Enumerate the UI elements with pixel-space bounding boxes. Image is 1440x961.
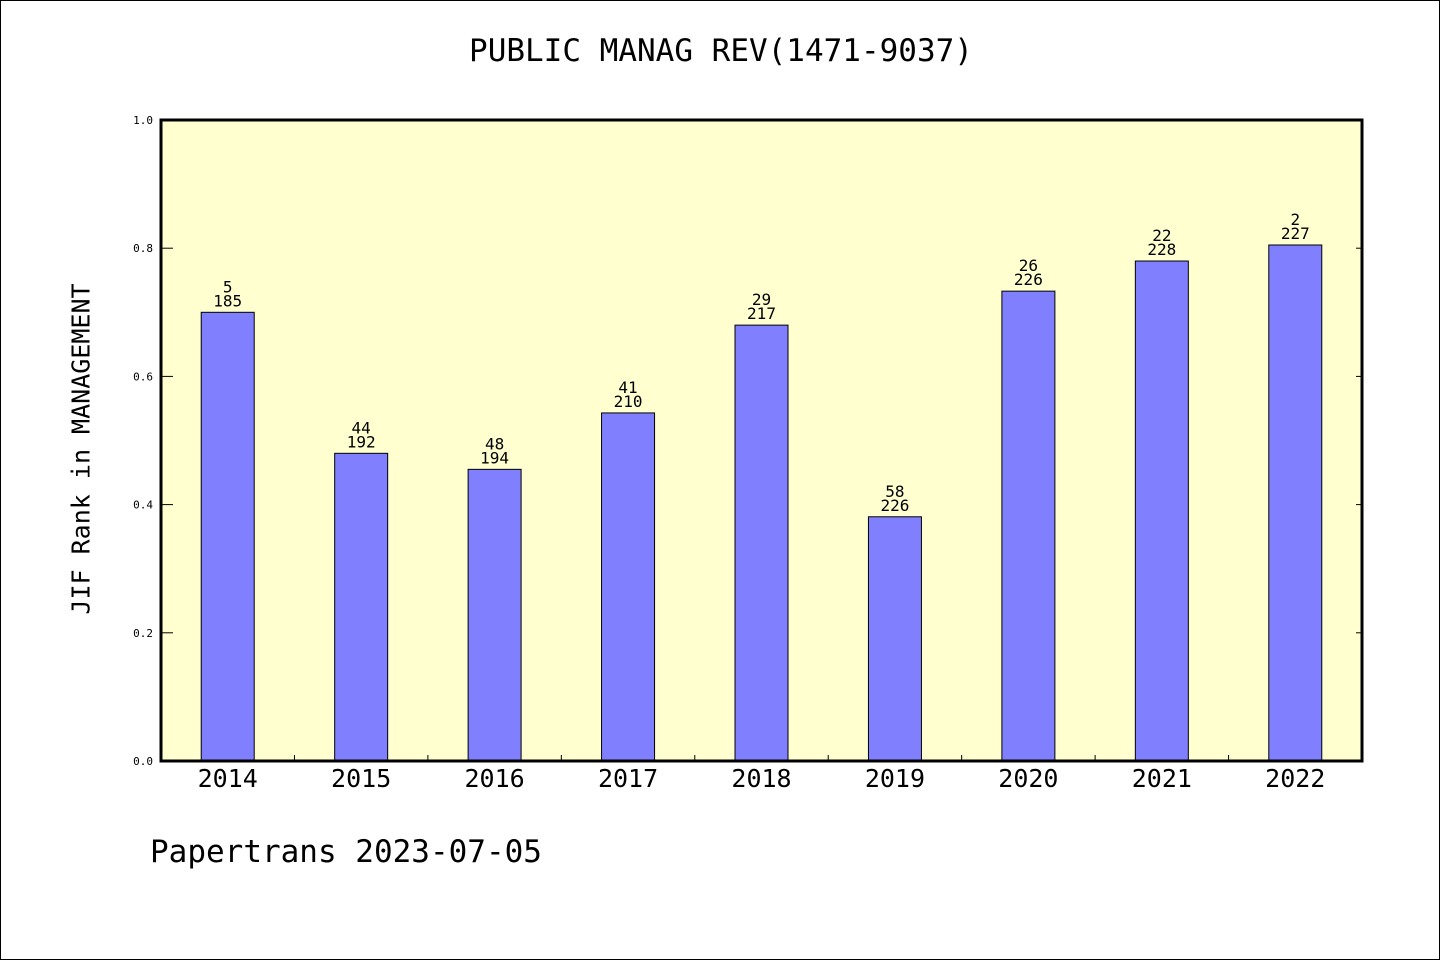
x-tick-label: 2019 <box>865 764 925 793</box>
bar-rank-label: 22 <box>1152 226 1171 245</box>
bar <box>734 324 789 762</box>
bar-rank-label: 29 <box>752 290 771 309</box>
bar-rank-label: 26 <box>1019 256 1038 275</box>
bar <box>1001 290 1056 762</box>
bar-total-label: 185 <box>213 291 242 310</box>
x-tick-label: 2014 <box>198 764 258 793</box>
bar-rank-label: 48 <box>485 434 504 453</box>
bar-rank-label: 58 <box>885 482 904 501</box>
y-tick-label: 1.0 <box>133 114 153 127</box>
bar <box>1134 260 1189 762</box>
x-tick-label: 2021 <box>1132 764 1192 793</box>
bar <box>867 516 922 762</box>
bar <box>200 311 255 762</box>
bar-total-label: 192 <box>347 432 376 451</box>
footer-credit: Papertrans 2023-07-05 <box>150 834 542 870</box>
x-tick-label: 2018 <box>731 764 791 793</box>
bar <box>601 412 656 762</box>
y-tick-label: 0.4 <box>133 499 153 512</box>
bar-rank-label: 5 <box>223 277 233 296</box>
y-tick-label: 0.0 <box>133 755 153 768</box>
bar-total-label: 226 <box>880 496 909 515</box>
x-tick-label: 2020 <box>998 764 1058 793</box>
y-tick-label: 0.2 <box>133 627 153 640</box>
bar <box>334 452 389 762</box>
bar-total-label: 217 <box>747 304 776 323</box>
bar-total-label: 210 <box>614 392 643 411</box>
bar-total-label: 228 <box>1147 240 1176 259</box>
x-tick-label: 2015 <box>331 764 391 793</box>
x-tick-label: 2017 <box>598 764 658 793</box>
bar-total-label: 194 <box>480 448 509 467</box>
x-tick-label: 2022 <box>1265 764 1325 793</box>
bar-rank-label: 2 <box>1290 210 1300 229</box>
plot-border <box>159 118 1364 763</box>
bar-total-label: 226 <box>1014 270 1043 289</box>
bar-rank-label: 44 <box>352 418 371 437</box>
y-tick-label: 0.6 <box>133 370 153 383</box>
x-tick-label: 2016 <box>465 764 525 793</box>
bar-total-label: 227 <box>1281 224 1310 243</box>
bar <box>467 468 522 762</box>
y-tick-label: 0.8 <box>133 242 153 255</box>
bar-rank-label: 41 <box>618 378 637 397</box>
chart-title: PUBLIC MANAG REV(1471-9037) <box>469 33 973 69</box>
bar <box>1268 244 1323 762</box>
